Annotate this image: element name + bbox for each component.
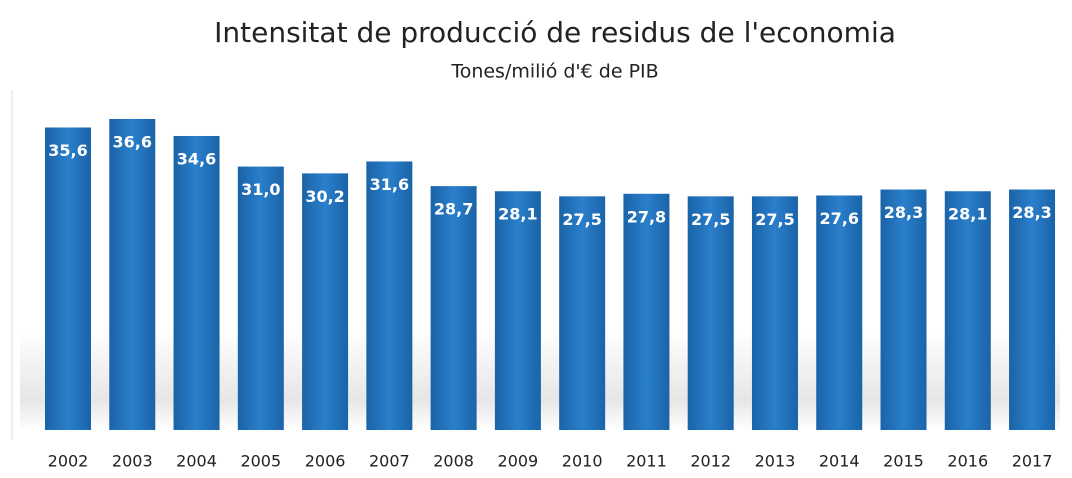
value-label: 30,2 xyxy=(305,187,344,206)
bar xyxy=(944,191,991,430)
x-tick-label: 2004 xyxy=(176,452,217,471)
x-tick-label: 2013 xyxy=(755,452,796,471)
value-label: 28,1 xyxy=(948,205,987,224)
x-tick-label: 2017 xyxy=(1012,452,1053,471)
bar xyxy=(880,189,927,430)
bar xyxy=(430,186,477,430)
value-label: 35,6 xyxy=(48,141,87,160)
x-tick-label: 2012 xyxy=(690,452,731,471)
x-tick-label: 2010 xyxy=(562,452,603,471)
bar xyxy=(45,127,91,431)
value-label: 28,7 xyxy=(434,200,473,219)
x-tick-label: 2003 xyxy=(112,452,153,471)
value-label: 28,3 xyxy=(884,203,923,222)
bar xyxy=(1009,189,1056,430)
bar xyxy=(366,161,413,431)
bar xyxy=(173,135,220,430)
bar xyxy=(559,196,606,430)
x-tick-label: 2009 xyxy=(498,452,539,471)
value-label: 36,6 xyxy=(113,133,152,152)
chart-subtitle: Tones/milió d'€ de PIB xyxy=(450,61,658,83)
value-label: 27,5 xyxy=(562,210,601,229)
x-tick-label: 2008 xyxy=(433,452,474,471)
value-label: 27,6 xyxy=(819,209,858,228)
bar xyxy=(237,166,284,430)
x-tick-label: 2006 xyxy=(305,452,346,471)
x-tick-label: 2002 xyxy=(48,452,89,471)
value-label: 27,5 xyxy=(691,210,730,229)
value-label: 31,6 xyxy=(370,175,409,194)
bar xyxy=(494,191,541,430)
value-label: 28,3 xyxy=(1012,203,1051,222)
x-tick-label: 2007 xyxy=(369,452,410,471)
bar xyxy=(623,193,670,430)
bar xyxy=(687,196,734,430)
bar xyxy=(302,173,349,430)
bar xyxy=(751,196,798,430)
bar xyxy=(109,119,156,430)
chart-title: Intensitat de producció de residus de l'… xyxy=(214,16,896,49)
value-label: 28,1 xyxy=(498,205,537,224)
bar xyxy=(816,195,863,430)
value-label: 31,0 xyxy=(241,180,280,199)
value-label: 34,6 xyxy=(177,149,216,168)
value-label: 27,8 xyxy=(627,207,666,226)
x-tick-label: 2005 xyxy=(240,452,281,471)
x-tick-label: 2016 xyxy=(947,452,988,471)
x-tick-label: 2014 xyxy=(819,452,860,471)
value-label: 27,5 xyxy=(755,210,794,229)
x-tick-label: 2015 xyxy=(883,452,924,471)
x-tick-label: 2011 xyxy=(626,452,667,471)
